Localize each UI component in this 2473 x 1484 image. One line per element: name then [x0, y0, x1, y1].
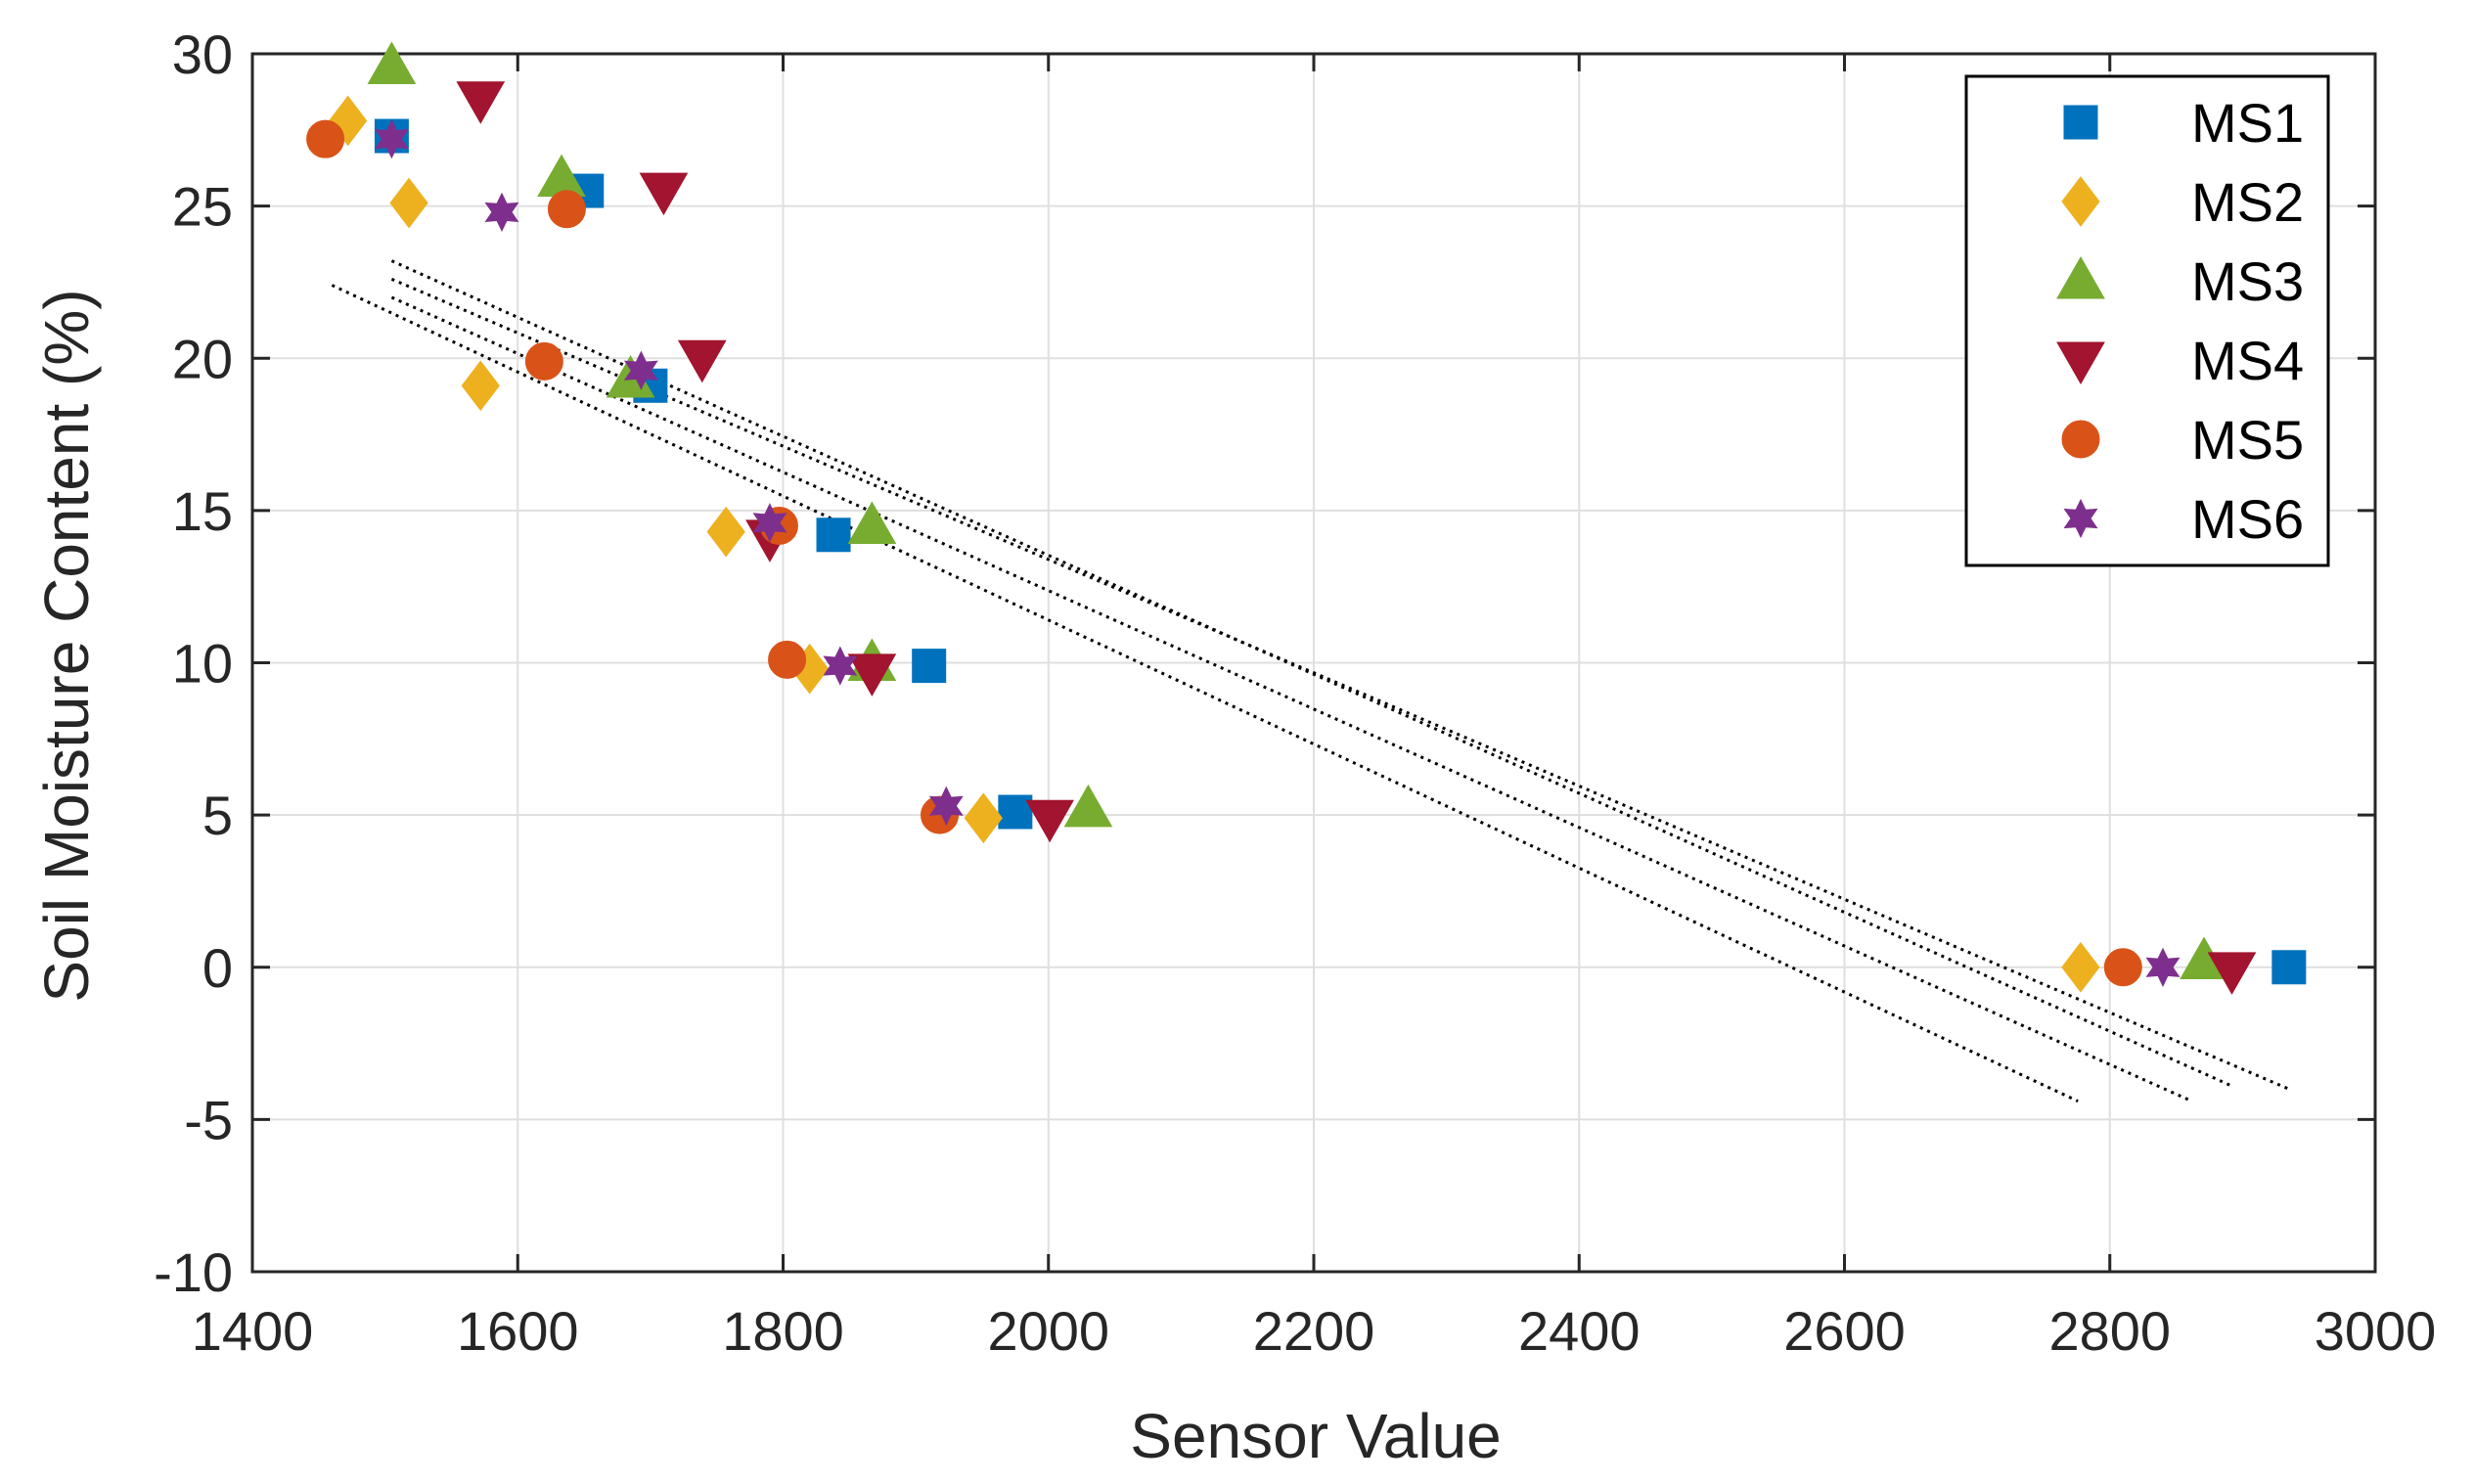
data-point-ms6 [823, 646, 858, 686]
data-point-ms3 [367, 41, 417, 84]
data-point-ms5 [2103, 948, 2142, 987]
legend-item-ms1: MS1 [2063, 92, 2304, 154]
x-tick-label: 2400 [1518, 1300, 1641, 1362]
y-axis-title: Soil Moisture Content (%) [31, 289, 102, 1002]
y-tick-label: 25 [172, 176, 233, 238]
data-point-ms6 [375, 118, 409, 159]
data-point-ms1 [816, 517, 851, 553]
fit-line [331, 284, 2079, 1103]
data-point-ms5 [306, 119, 345, 158]
legend-marker-ms5 [2061, 420, 2100, 459]
axis-ticks: 1400 1600 1800 2000 2200 2400 2600 2800 3000 -10 -… [154, 23, 2436, 1362]
data-point-ms2 [461, 360, 500, 412]
data-point-ms4 [677, 339, 727, 383]
data-point-ms5 [547, 190, 586, 229]
data-point-ms2 [389, 177, 428, 229]
legend-item-ms4: MS4 [2056, 330, 2304, 391]
data-point-ms5 [524, 341, 563, 381]
data-point-ms6 [484, 192, 519, 233]
y-tick-label: 30 [172, 23, 233, 85]
data-point-ms2 [706, 506, 745, 558]
data-points [306, 41, 2307, 995]
y-tick-label: 10 [172, 633, 233, 695]
legend-item-ms6: MS6 [2063, 488, 2304, 550]
y-tick-label: -5 [184, 1089, 233, 1150]
legend-marker-ms3 [2056, 255, 2105, 299]
data-point-ms3 [847, 501, 897, 544]
legend-item-ms5: MS5 [2061, 409, 2304, 471]
data-point-ms6 [752, 503, 787, 543]
data-point-ms2 [2061, 941, 2100, 993]
legend-marker-ms6 [2063, 498, 2098, 539]
data-point-ms6 [928, 786, 964, 826]
x-tick-label: 3000 [2315, 1300, 2437, 1362]
data-point-ms6 [2145, 947, 2181, 987]
legend-marker-ms2 [2061, 176, 2100, 227]
data-point-ms3 [1063, 784, 1113, 828]
y-tick-label: 0 [202, 937, 233, 999]
y-tick-label: 20 [172, 328, 233, 389]
x-tick-label: 1600 [457, 1300, 579, 1362]
x-tick-label: 2200 [1253, 1300, 1375, 1362]
legend-label-ms1: MS1 [2191, 92, 2304, 154]
x-tick-label: 2600 [1783, 1300, 1906, 1362]
legend-marker-ms4 [2056, 341, 2105, 385]
x-tick-label: 2000 [987, 1300, 1109, 1362]
data-point-ms2 [964, 792, 1003, 844]
legend-label-ms2: MS2 [2191, 171, 2304, 233]
fit-lines [331, 259, 2290, 1103]
legend: MS1 MS2 MS3 MS4 MS5 MS6 [1964, 74, 2330, 567]
series-ms6 [375, 118, 2181, 987]
data-point-ms4 [2207, 952, 2257, 995]
y-tick-label: 15 [172, 480, 233, 542]
y-tick-label: -10 [154, 1241, 233, 1303]
legend-item-ms3: MS3 [2056, 250, 2304, 312]
data-point-ms4 [1025, 799, 1074, 843]
legend-label-ms3: MS3 [2191, 250, 2304, 312]
data-point-ms4 [847, 653, 897, 697]
x-axis-title: Sensor Value [1130, 1401, 1502, 1471]
data-point-ms6 [623, 350, 658, 390]
data-point-ms1 [912, 649, 947, 684]
x-tick-label: 2800 [2048, 1300, 2171, 1362]
y-tick-label: 5 [202, 785, 233, 846]
legend-label-ms4: MS4 [2191, 330, 2304, 391]
series-ms2 [329, 95, 2100, 993]
data-point-ms2 [329, 95, 368, 147]
legend-marker-ms1 [2063, 105, 2098, 140]
data-point-ms4 [456, 81, 506, 124]
legend-item-ms2: MS2 [2061, 171, 2304, 233]
x-tick-label: 1800 [722, 1300, 844, 1362]
legend-label-ms5: MS5 [2191, 409, 2304, 471]
data-point-ms5 [768, 640, 807, 679]
legend-box [1964, 74, 2330, 567]
data-point-ms4 [639, 172, 689, 216]
x-tick-label: 1400 [192, 1300, 314, 1362]
legend-label-ms6: MS6 [2191, 488, 2304, 550]
data-point-ms1 [2271, 950, 2307, 985]
